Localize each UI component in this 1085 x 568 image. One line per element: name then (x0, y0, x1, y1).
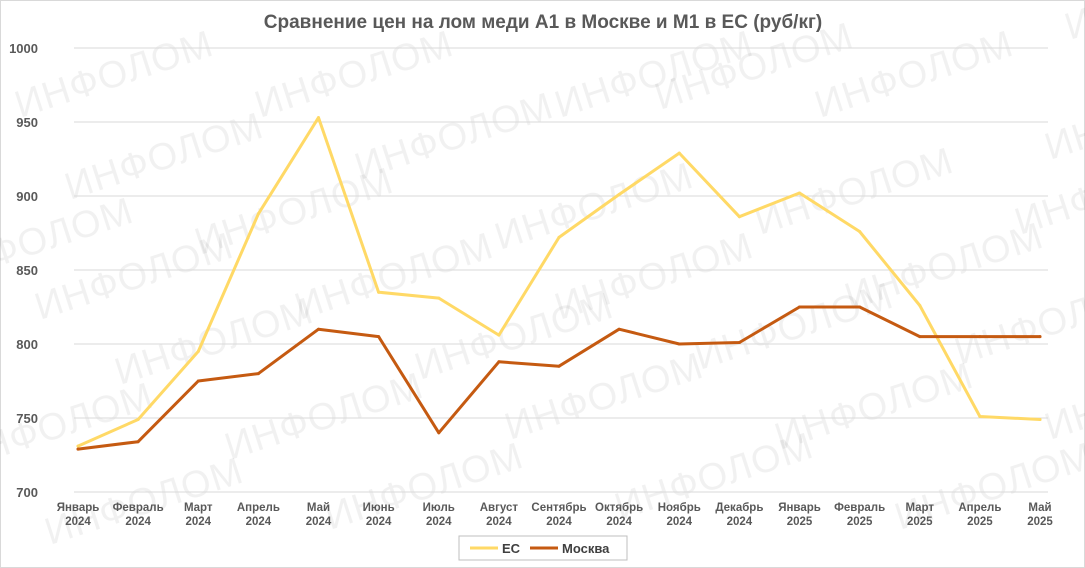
x-tick-month: Июнь (363, 502, 395, 514)
x-tick-month: Февраль (113, 502, 164, 514)
x-tick-month: Январь (778, 502, 821, 514)
y-axis-ticks: 700 750 800 850 900 950 1000 (9, 41, 38, 500)
x-tick-month: Март (905, 502, 934, 514)
watermark-text: ИНФОЛОМ (220, 365, 429, 469)
watermark-text: ИНФОЛОМ (490, 155, 699, 259)
x-tick-year: 2025 (907, 516, 933, 528)
x-tick-month: Октябрь (595, 502, 643, 514)
x-tick-year: 2024 (246, 516, 272, 528)
data-point (557, 235, 561, 239)
y-tick-label: 1000 (9, 41, 38, 56)
watermark-text: ИНФОЛОМ (250, 23, 459, 127)
watermark-text: ИНФОЛОМ (290, 225, 499, 329)
x-tick-year: 2024 (727, 516, 753, 528)
data-point (798, 191, 801, 195)
watermark-text: ИНФОЛОМ (690, 275, 899, 379)
x-tick-year: 2024 (666, 516, 692, 528)
data-point (978, 335, 982, 339)
watermark-text: ИНФОЛОМ (1040, 345, 1085, 449)
chart-title: Сравнение цен на лом меди А1 в Москве и … (264, 12, 822, 33)
x-tick-month: Декабрь (715, 502, 763, 514)
grid-lines (74, 47, 1048, 493)
data-point (557, 364, 561, 368)
data-point (677, 151, 681, 155)
data-point (76, 444, 80, 448)
legend-label-ec: ЕС (502, 541, 521, 556)
data-point (617, 327, 621, 331)
x-tick-year: 2024 (606, 516, 632, 528)
data-point (858, 305, 862, 309)
watermark-text: ИНФОЛОМ (1040, 65, 1085, 169)
series-lines (76, 116, 1042, 451)
data-point (978, 415, 982, 418)
y-tick-label: 750 (16, 411, 38, 426)
data-point (76, 447, 80, 451)
x-tick-year: 2025 (967, 516, 993, 528)
x-tick-month: Май (307, 502, 330, 514)
data-point (798, 305, 801, 309)
legend: ЕС Москва (458, 535, 628, 561)
data-point (377, 290, 381, 294)
x-tick-month: Март (184, 502, 213, 514)
data-point (256, 372, 260, 376)
data-point (497, 360, 501, 364)
watermark-text: ИНФОЛОМ (0, 375, 159, 479)
y-tick-label: 900 (16, 189, 38, 204)
x-tick-year: 2024 (366, 516, 392, 528)
data-point (437, 431, 441, 435)
x-tick-year: 2024 (125, 516, 151, 528)
data-point (918, 304, 922, 307)
watermark-text: ИНФОЛОМ (500, 345, 709, 449)
x-tick-year: 2025 (847, 516, 873, 528)
data-point (1038, 335, 1042, 339)
data-point (256, 212, 260, 216)
data-point (918, 335, 922, 339)
y-tick-label: 950 (16, 115, 38, 130)
data-point (858, 230, 862, 233)
data-point (1038, 418, 1042, 421)
data-point (196, 379, 200, 383)
y-tick-label: 850 (16, 263, 38, 278)
y-tick-label: 800 (16, 337, 38, 352)
data-point (136, 418, 140, 421)
data-point (377, 335, 381, 339)
data-point (196, 349, 200, 353)
x-tick-year: 2024 (306, 516, 332, 528)
x-tick-year: 2024 (185, 516, 211, 528)
x-tick-year: 2025 (1027, 516, 1053, 528)
data-point (317, 327, 320, 331)
data-point (617, 193, 621, 196)
watermark-text: ИНФОЛОМ (950, 270, 1085, 374)
x-tick-month: Апрель (958, 502, 1001, 514)
x-tick-year: 2024 (65, 516, 91, 528)
watermark-text: ИНФОЛОМ (10, 23, 219, 127)
x-tick-year: 2024 (426, 516, 452, 528)
x-tick-month: Июль (423, 502, 455, 514)
x-tick-year: 2025 (787, 516, 813, 528)
data-point (136, 440, 140, 444)
data-point (677, 342, 681, 346)
x-tick-month: Сентябрь (531, 502, 586, 514)
x-axis-ticks: Январь 2024 Февраль 2024 Март 2024 Апрель 2024 М… (57, 502, 1054, 528)
data-point (737, 215, 741, 219)
x-tick-year: 2024 (546, 516, 572, 528)
data-point (437, 296, 441, 300)
x-tick-month: Апрель (237, 502, 280, 514)
data-point (737, 341, 741, 344)
x-tick-month: Январь (57, 502, 100, 514)
x-tick-year: 2024 (486, 516, 512, 528)
data-point (317, 116, 320, 120)
x-tick-month: Февраль (834, 502, 885, 514)
x-tick-month: Май (1028, 502, 1051, 514)
y-tick-label: 700 (16, 485, 38, 500)
x-tick-month: Август (480, 502, 519, 514)
data-point (497, 333, 501, 337)
x-tick-month: Ноябрь (658, 502, 701, 514)
legend-label-moscow: Москва (562, 541, 610, 556)
watermark-text: ИНФОЛОМ (60, 105, 269, 209)
watermark-text: ИНФОЛОМ (1060, 0, 1085, 49)
